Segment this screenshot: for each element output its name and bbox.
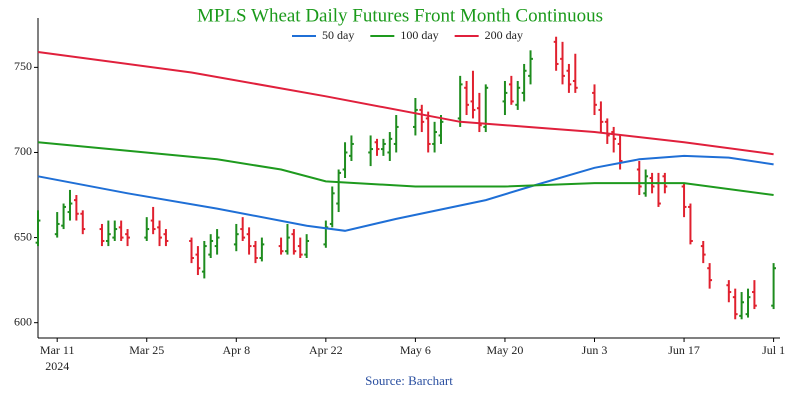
x-tick-label: Mar 25 — [129, 343, 164, 357]
x-tick-label: Apr 8 — [222, 343, 250, 357]
moving-average-line — [37, 154, 774, 232]
x-tick-label: May 6 — [400, 343, 431, 357]
chart-title: MPLS Wheat Daily Futures Front Month Con… — [197, 5, 603, 26]
legend-label: 50 day — [322, 28, 354, 42]
moving-average-line — [37, 141, 774, 196]
source: Source: Barchart — [365, 373, 453, 388]
x-tick-label: May 20 — [486, 343, 523, 357]
y-tick-label: 650 — [14, 229, 32, 243]
x-tick-label: Mar 11 — [40, 343, 75, 357]
x-tick-label: Jun 3 — [582, 343, 608, 357]
legend-label: 200 day — [485, 28, 523, 42]
x-tick-label: Apr 22 — [309, 343, 343, 357]
x-year-label: 2024 — [45, 359, 69, 373]
moving-average-line — [37, 51, 774, 156]
y-tick-label: 750 — [14, 59, 32, 73]
y-tick-label: 700 — [14, 144, 32, 158]
x-tick-label: Jun 17 — [668, 343, 700, 357]
x-tick-label: Jul 1 — [762, 343, 785, 357]
legend-label: 100 day — [400, 28, 438, 42]
y-tick-label: 600 — [14, 314, 32, 328]
